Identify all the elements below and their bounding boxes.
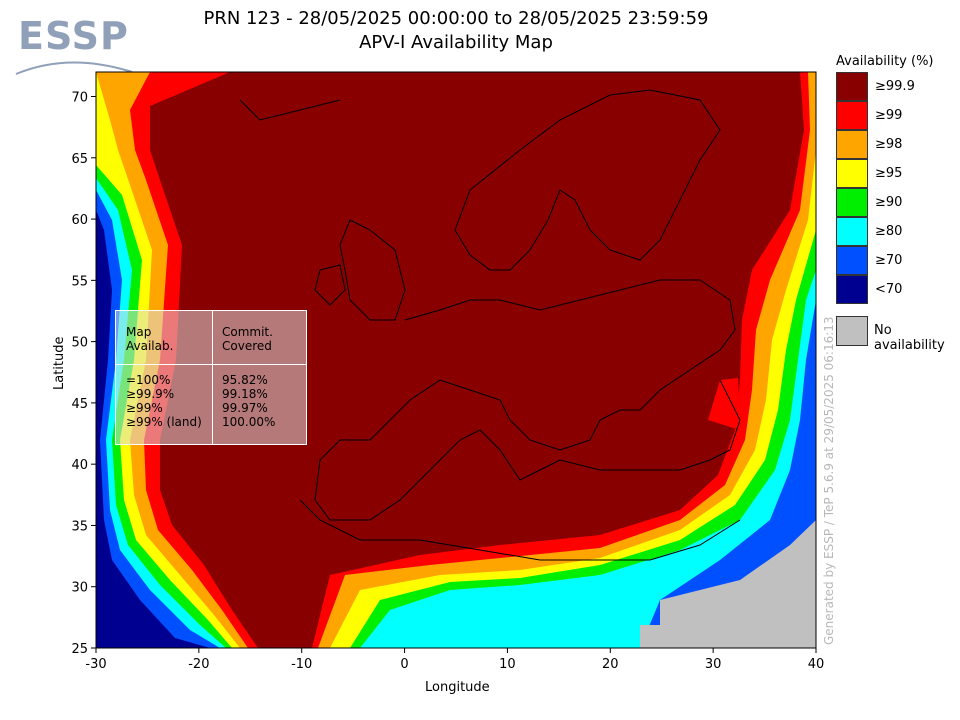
y-tick-label: 30 xyxy=(71,581,88,596)
x-tick-label: -20 xyxy=(188,657,209,672)
x-tick-label: 20 xyxy=(602,657,619,672)
x-tick-label: 0 xyxy=(400,657,408,672)
legend-swatch xyxy=(836,101,868,130)
y-axis-label: Latitude xyxy=(52,336,67,390)
stats-table: Map Availab. Commit. Covered =100% ≥99.9… xyxy=(115,310,307,445)
band-99-9 xyxy=(150,72,804,648)
no-availability-region xyxy=(640,520,816,648)
map-title: PRN 123 - 28/05/2025 00:00:00 to 28/05/2… xyxy=(203,8,709,29)
stats-header-left: Map Availab. xyxy=(126,325,174,353)
generated-by-text: Generated by ESSP / TeP 5.6.9 at 29/05/2… xyxy=(822,316,836,645)
plot-frame xyxy=(95,71,817,649)
legend-label: <70 xyxy=(875,282,903,297)
y-tick-label: 45 xyxy=(71,397,88,412)
inset-red-area xyxy=(708,378,740,430)
essp-logo: ESSP xyxy=(14,14,134,80)
no-availability-label: No availability xyxy=(874,323,945,353)
y-tick-label: 55 xyxy=(71,274,88,289)
y-tick-label: 35 xyxy=(71,519,88,534)
x-tick-label: 40 xyxy=(808,657,825,672)
stats-rows-left: =100% ≥99.9% ≥99% ≥99% (land) xyxy=(126,373,202,429)
legend-swatch xyxy=(836,72,868,101)
y-tick-label: 65 xyxy=(71,152,88,167)
y-tick-label: 25 xyxy=(71,642,88,657)
legend-label: ≥70 xyxy=(875,253,903,268)
x-tick-label: 10 xyxy=(499,657,516,672)
map-plot-area xyxy=(96,72,816,648)
logo-swoosh-icon xyxy=(15,61,133,75)
legend-swatch xyxy=(836,130,868,159)
logo-text: ESSP xyxy=(18,14,129,58)
y-tick-label: 60 xyxy=(71,213,88,228)
stats-header-right: Commit. Covered xyxy=(222,325,273,353)
stats-divider-h xyxy=(116,364,306,365)
y-tick-label: 70 xyxy=(71,91,88,106)
legend-swatch xyxy=(836,246,868,275)
legend-label: ≥98 xyxy=(875,137,903,152)
legend-title: Availability (%) xyxy=(836,54,934,69)
y-tick-label: 40 xyxy=(71,458,88,473)
x-tick-label: -10 xyxy=(291,657,312,672)
legend-label: ≥90 xyxy=(875,195,903,210)
legend-label: ≥99 xyxy=(875,108,903,123)
y-tick-label: 50 xyxy=(71,336,88,351)
legend-swatch xyxy=(836,217,868,246)
legend-label: ≥80 xyxy=(875,224,903,239)
legend-label: ≥95 xyxy=(875,166,903,181)
no-availability-swatch xyxy=(836,316,868,346)
x-axis-label: Longitude xyxy=(425,680,490,695)
legend-swatch xyxy=(836,275,868,304)
legend-swatch xyxy=(836,159,868,188)
legend-label: ≥99.9 xyxy=(875,79,915,94)
legend-swatch xyxy=(836,188,868,217)
x-tick-label: -30 xyxy=(85,657,106,672)
axis-ticks: -30 -20 -10 0 10 20 30 40 25 30 35 40 45 50 55 60 65 70 xyxy=(71,91,824,672)
x-tick-label: 30 xyxy=(705,657,722,672)
coastlines xyxy=(239,89,741,561)
stats-divider-v xyxy=(212,311,213,444)
map-subtitle: APV-I Availability Map xyxy=(359,32,553,53)
stats-rows-right: 95.82% 99.18% 99.97% 100.00% xyxy=(222,373,276,429)
